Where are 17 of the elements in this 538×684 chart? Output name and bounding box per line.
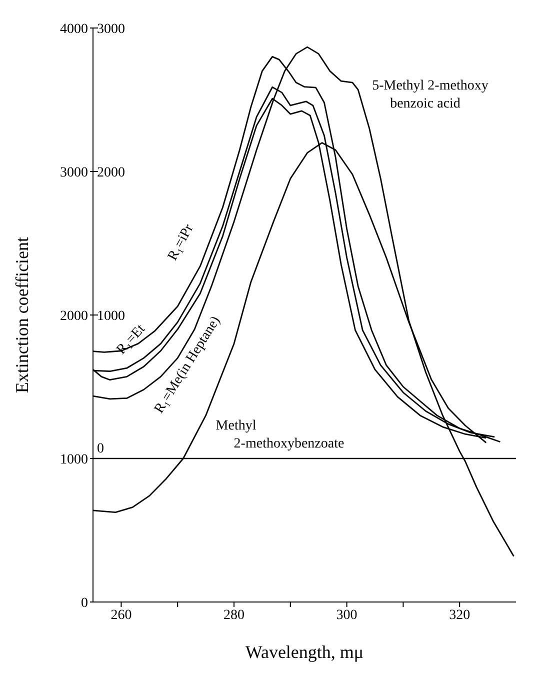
y2-tick-label: 1000 <box>97 309 125 324</box>
x-tick-label: 320 <box>449 608 470 623</box>
y-tick-label: 4000 <box>60 22 88 37</box>
x-axis-title: Wavelength, mμ <box>245 642 364 662</box>
y-tick-label: 1000 <box>60 452 88 468</box>
x-tick-label: 280 <box>224 608 244 623</box>
y-tick-label: 0 <box>81 596 88 611</box>
y2-tick-label: 0 <box>97 442 104 456</box>
y-tick-label: 3000 <box>60 165 88 180</box>
x-tick-label: 300 <box>336 608 358 623</box>
series-label: 5-Methyl 2-methoxy benzoic acid <box>372 78 488 112</box>
y2-tick-label: 2000 <box>97 166 125 180</box>
y-axis-title: Extinction coefficient <box>12 236 32 394</box>
x-tick-label: 260 <box>110 608 132 623</box>
y-tick-label: 2000 <box>60 308 88 324</box>
y2-tick-label: 3000 <box>97 22 125 37</box>
series-label: Methyl 2-methoxybenzoate <box>216 418 344 452</box>
